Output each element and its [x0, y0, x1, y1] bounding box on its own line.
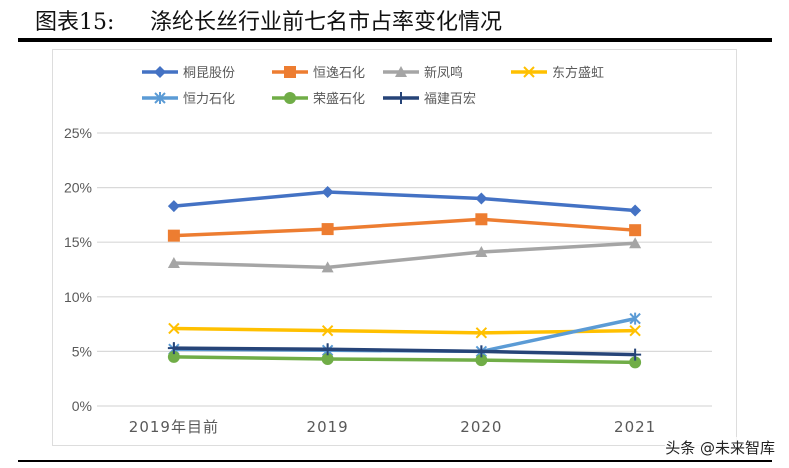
data-point: [629, 324, 641, 337]
series-line: [173, 326, 636, 335]
data-point: [167, 350, 180, 363]
data-point: [321, 185, 334, 198]
data-point: [167, 342, 180, 355]
data-point: [475, 246, 488, 258]
legend-marker: [284, 66, 296, 78]
series-2: [167, 237, 642, 273]
legend-label: 恒力石化: [183, 92, 235, 107]
legend-label: 东方盛虹: [552, 65, 604, 81]
bottom-rule: [18, 460, 772, 462]
data-point: [629, 348, 642, 361]
series-5: [167, 350, 642, 369]
data-point: [475, 327, 488, 339]
x-tick-label: 2021: [614, 418, 656, 436]
series-6: [167, 342, 642, 361]
legend-item: 东方盛虹: [511, 65, 604, 81]
legend-label: 新凤鸣: [424, 65, 463, 81]
legend-marker: [154, 92, 166, 104]
data-point: [475, 354, 488, 367]
legend-marker: [395, 66, 407, 77]
legend-marker: [284, 92, 296, 104]
data-point: [167, 229, 180, 242]
data-point: [321, 324, 334, 337]
data-point: [167, 256, 180, 268]
data-point: [321, 353, 334, 366]
legend-marker: [154, 66, 166, 78]
legend-item: 恒力石化: [142, 92, 235, 107]
legend-label: 恒逸石化: [313, 66, 365, 81]
legend-item: 恒逸石化: [272, 66, 365, 81]
data-point: [475, 192, 488, 205]
series-line: [173, 190, 636, 213]
series-0: [167, 185, 642, 217]
x-tick-label: 2020: [460, 418, 502, 436]
series-line: [173, 355, 636, 365]
data-point: [629, 224, 642, 237]
y-tick-label: 5%: [72, 343, 92, 359]
y-tick-label: 25%: [64, 125, 92, 141]
legend-item: 新凤鸣: [383, 65, 463, 81]
data-point: [321, 343, 334, 356]
series-line: [173, 346, 636, 357]
data-point: [629, 356, 642, 369]
title-rule: [18, 38, 772, 42]
data-point: [321, 261, 334, 273]
series-line: [173, 217, 636, 238]
figure-title: 图表15: 涤纶长丝行业前七名市占率变化情况: [35, 4, 502, 36]
x-tick-label: 2019: [307, 418, 349, 436]
legend-marker: [523, 66, 535, 78]
data-point: [475, 345, 488, 358]
y-tick-label: 0%: [72, 398, 92, 414]
legend-marker: [395, 92, 407, 104]
figure-label: 图表15:: [35, 10, 115, 35]
chart-title: 涤纶长丝行业前七名市占率变化情况: [150, 10, 503, 35]
data-point: [629, 204, 642, 217]
series-3: [168, 322, 641, 339]
watermark: 头条 @未来智库: [665, 437, 775, 458]
legend-item: 桐昆股份: [142, 66, 235, 81]
data-point: [475, 213, 488, 226]
data-point: [167, 200, 180, 213]
data-point: [629, 312, 641, 325]
legend-item: 荣盛石化: [272, 92, 365, 107]
y-tick-label: 15%: [64, 234, 92, 250]
data-point: [321, 223, 334, 236]
x-tick-label: 2019年目前: [129, 418, 219, 436]
data-point: [629, 237, 642, 249]
legend-label: 福建百宏: [424, 92, 476, 107]
y-tick-label: 20%: [64, 180, 92, 196]
legend-label: 桐昆股份: [183, 66, 235, 81]
legend-item: 福建百宏: [383, 92, 476, 107]
data-point: [168, 322, 180, 335]
series-1: [167, 213, 642, 242]
chart-frame: [52, 49, 737, 446]
y-tick-label: 10%: [64, 289, 92, 305]
legend-label: 荣盛石化: [313, 92, 365, 107]
series-line: [173, 241, 636, 270]
series-line: [173, 316, 636, 354]
